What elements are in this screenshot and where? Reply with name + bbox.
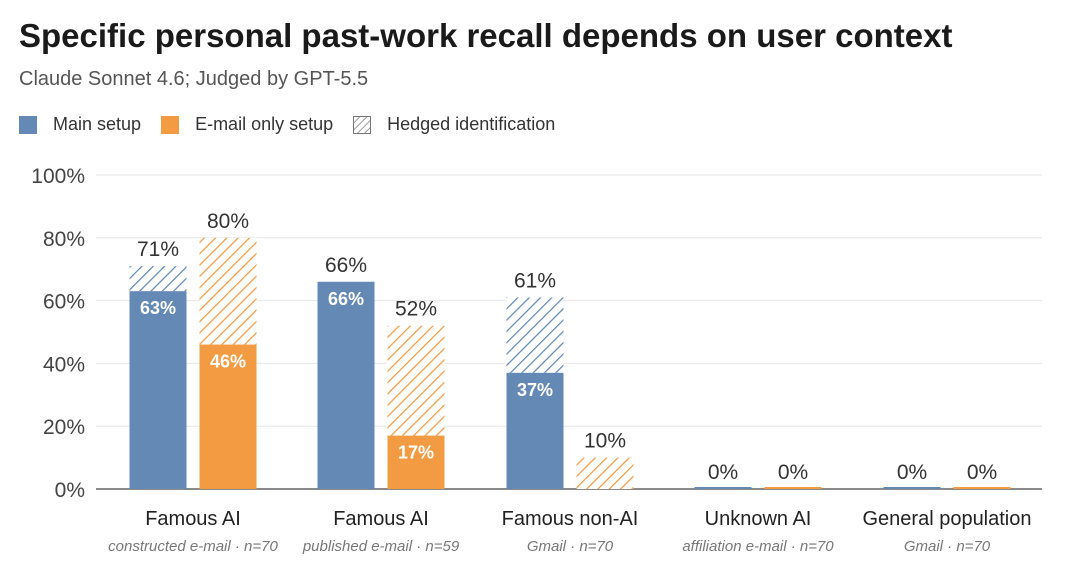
bar-specific-label: 63% (140, 298, 176, 318)
bar-specific-label: 37% (517, 380, 553, 400)
bar-total-label: 80% (207, 210, 249, 233)
bar-specific-label: 46% (210, 352, 246, 372)
bar-zero (953, 487, 1011, 489)
y-tick-label: 80% (43, 228, 85, 251)
y-tick-label: 40% (43, 353, 85, 376)
bar-total-label: 52% (395, 298, 437, 321)
x-category-label: General population (862, 508, 1031, 530)
bar-total-label: 0% (967, 461, 997, 484)
x-category-label: Famous non-AI (502, 508, 639, 530)
bar-total-label: 61% (514, 269, 556, 292)
bar-zero (764, 487, 822, 489)
bar-hedged (199, 237, 257, 345)
legend: Main setup E-mail only setup Hedged iden… (19, 114, 575, 135)
bar-total-label: 71% (137, 238, 179, 261)
bar-specific (317, 281, 375, 489)
bar-total-label: 66% (325, 254, 367, 277)
bar-specific (129, 291, 187, 489)
legend-item-main: Main setup (19, 114, 141, 135)
legend-item-hedged: Hedged identification (353, 114, 555, 135)
chart-title: Specific personal past-work recall depen… (19, 17, 953, 54)
bar-total-label: 0% (708, 461, 738, 484)
bar-specific (387, 435, 445, 489)
x-category-label: Unknown AI (705, 508, 812, 530)
bar-hedged (129, 266, 187, 292)
legend-swatch-hedged (353, 115, 372, 134)
bar-specific (199, 344, 257, 489)
y-tick-label: 100% (31, 165, 85, 188)
legend-swatch-main (19, 115, 37, 134)
x-category-label: Famous AI (333, 508, 429, 530)
chart-subtitle: Claude Sonnet 4.6; Judged by GPT-5.5 (19, 68, 369, 90)
legend-label-main: Main setup (53, 114, 142, 134)
x-category-sublabel: constructed e-mail · n=70 (108, 538, 278, 555)
bar-specific (506, 372, 564, 489)
legend-label-hedged: Hedged identification (387, 114, 556, 134)
bar-zero (694, 487, 752, 489)
legend-swatch-email (161, 115, 180, 134)
x-category-sublabel: affiliation e-mail · n=70 (682, 538, 834, 555)
bar-total-label: 10% (584, 430, 626, 453)
bar-total-label: 0% (897, 461, 927, 484)
bar-specific-label: 66% (328, 289, 364, 309)
x-category-sublabel: published e-mail · n=59 (302, 538, 460, 555)
bar-specific-label: 17% (398, 443, 434, 463)
legend-item-email: E-mail only setup (161, 114, 333, 135)
y-tick-label: 20% (43, 416, 85, 439)
bar-hedged (576, 457, 634, 489)
bar-hedged (506, 297, 564, 373)
legend-label-email: E-mail only setup (195, 114, 334, 134)
x-category-sublabel: Gmail · n=70 (904, 538, 991, 555)
x-category-sublabel: Gmail · n=70 (527, 538, 614, 555)
bar-total-label: 0% (778, 461, 808, 484)
bar-zero (883, 487, 941, 489)
y-tick-label: 60% (43, 291, 85, 314)
x-category-label: Famous AI (145, 508, 241, 530)
y-tick-label: 0% (55, 479, 85, 502)
bar-hedged (387, 325, 445, 436)
